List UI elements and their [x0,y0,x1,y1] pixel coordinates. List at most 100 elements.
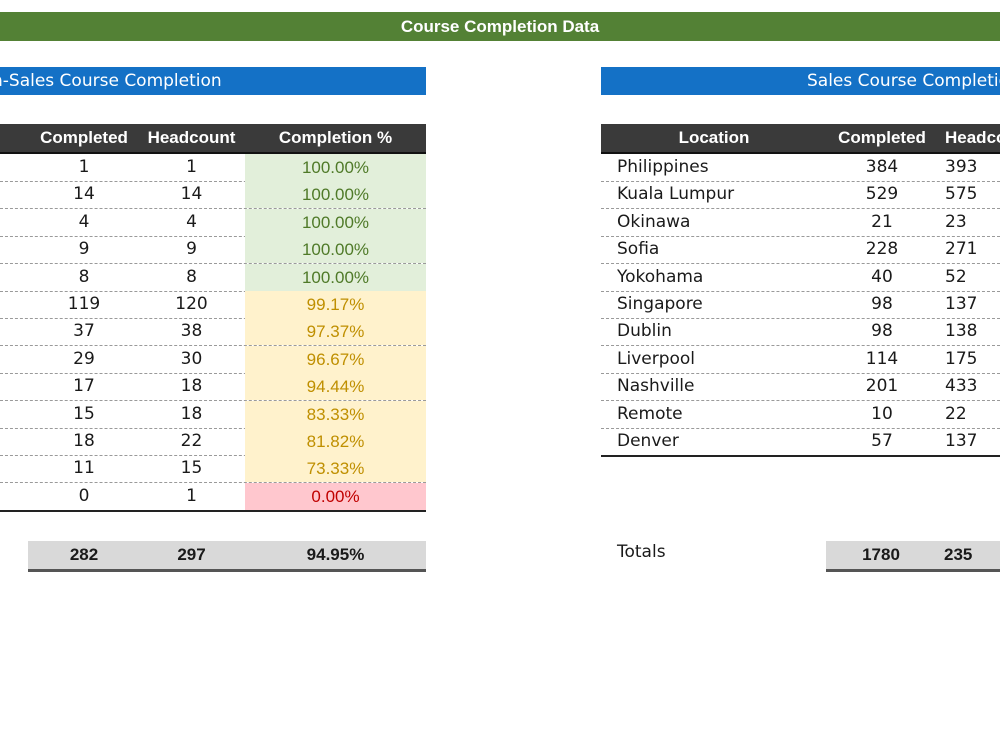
cell-completed: 8 [78,266,90,287]
cell-headcount: 1 [186,157,197,177]
table-row: Okinawa 21 23 [601,209,1000,237]
sales-subtitle-bar: Sales Course Completio [601,67,1000,95]
table-row: Nashville 201 433 [601,373,1000,402]
header-location: Location [678,128,750,147]
cell-headcount: 23 [945,211,967,232]
table-row: 18 22 81.82% [0,428,426,456]
table-row: 8 8 100.00% [0,263,426,292]
cell-completed: 384 [865,157,899,177]
header-completed: Completed [40,128,128,147]
cell-completed: 1 [78,157,90,177]
cell-completion-pct: 0.00% [245,482,426,510]
cell-headcount: 137 [945,294,978,314]
cell-completion-pct: 94.44% [245,373,426,401]
total-completion-pct: 94.95% [306,545,365,564]
non-sales-subtitle-bar: n-Sales Course Completion [0,67,426,95]
table-row: 14 14 100.00% [0,181,426,210]
total-headcount: 235 [944,545,973,564]
cell-completion-pct: 99.17% [245,291,426,318]
cell-headcount: 120 [175,294,208,314]
header-headcount: Headcount [147,128,236,147]
cell-headcount: 18 [180,403,203,424]
cell-headcount: 18 [180,376,203,397]
cell-completion-pct: 97.37% [245,318,426,346]
cell-completed: 529 [865,184,899,205]
table-row: Liverpool 114 175 [601,346,1000,374]
cell-completion-pct: 100.00% [245,154,426,181]
cell-headcount: 15 [180,458,203,479]
cell-headcount: 175 [945,348,978,369]
cell-location: Yokohama [617,266,704,287]
cell-headcount: 14 [180,184,203,205]
cell-completed: 29 [73,348,95,369]
cell-completed: 11 [73,458,95,479]
cell-headcount: 4 [186,211,197,232]
cell-completed: 15 [73,403,95,424]
table-row: 37 38 97.37% [0,318,426,347]
cell-completion-pct: 81.82% [245,428,426,455]
cell-completed: 9 [78,239,90,260]
sheet-title: Course Completion Data [400,16,600,36]
cell-headcount: 38 [180,321,203,342]
cell-completed: 0 [78,485,90,506]
sheet-title-banner: Course Completion Data [0,12,1000,41]
table-row: Yokohama 40 52 [601,264,1000,292]
header-completion-pct: Completion % [278,128,393,147]
cell-completed: 18 [73,431,95,451]
cell-completed: 98 [871,321,893,342]
cell-completed: 40 [871,266,893,287]
cell-completed: 114 [865,348,899,369]
cell-completion-pct: 100.00% [245,263,426,291]
cell-location: Philippines [617,157,709,177]
table-row: 15 18 83.33% [0,400,426,429]
table-row: 29 30 96.67% [0,345,426,374]
cell-headcount: 52 [945,266,967,287]
total-completed: 1780 [862,545,900,564]
non-sales-totals-row: 282 297 94.95% [28,541,426,572]
cell-headcount: 30 [180,348,203,369]
cell-completed: 4 [78,211,90,232]
non-sales-header-row: Completed Headcount Completion % [0,124,426,154]
cell-completion-pct: 96.67% [245,345,426,373]
cell-headcount: 575 [945,184,978,205]
cell-headcount: 393 [945,157,978,177]
totals-label: Totals [617,542,666,562]
cell-completed: 228 [865,239,899,260]
cell-completion-pct: 100.00% [245,181,426,209]
cell-location: Okinawa [617,211,691,232]
table-row: 0 1 0.00% [0,482,426,512]
table-row: Singapore 98 137 [601,291,1000,319]
cell-completed: 57 [871,431,893,451]
table-row: Sofia 228 271 [601,236,1000,265]
table-row: 11 15 73.33% [0,455,426,484]
cell-completed: 14 [73,184,95,205]
table-row: 17 18 94.44% [0,373,426,402]
table-row: Denver 57 137 [601,428,1000,457]
cell-completion-pct: 100.00% [245,236,426,264]
sales-subtitle: Sales Course Completio [807,71,1000,91]
cell-headcount: 271 [945,239,978,260]
cell-headcount: 433 [945,376,978,397]
table-row: 119 120 99.17% [0,291,426,319]
cell-headcount: 9 [186,239,197,260]
sales-header-row: Location Completed Headco [601,124,1000,154]
cell-location: Liverpool [617,348,696,369]
cell-completion-pct: 100.00% [245,208,426,236]
cell-completed: 37 [73,321,95,342]
cell-completion-pct: 83.33% [245,400,426,428]
table-row: 1 1 100.00% [0,154,426,182]
cell-completed: 98 [871,294,893,314]
table-row: Philippines 384 393 [601,154,1000,182]
cell-completed: 10 [871,403,893,424]
sales-totals-row: 1780 235 [826,541,1000,572]
total-headcount: 297 [177,545,206,564]
cell-headcount: 1 [186,485,197,506]
table-row: Kuala Lumpur 529 575 [601,181,1000,210]
cell-completed: 21 [871,211,893,232]
cell-location: Singapore [617,294,703,314]
cell-headcount: 8 [186,266,197,287]
cell-location: Sofia [617,239,660,260]
cell-location: Nashville [617,376,695,397]
header-completed: Completed [838,128,926,147]
cell-headcount: 138 [945,321,978,342]
